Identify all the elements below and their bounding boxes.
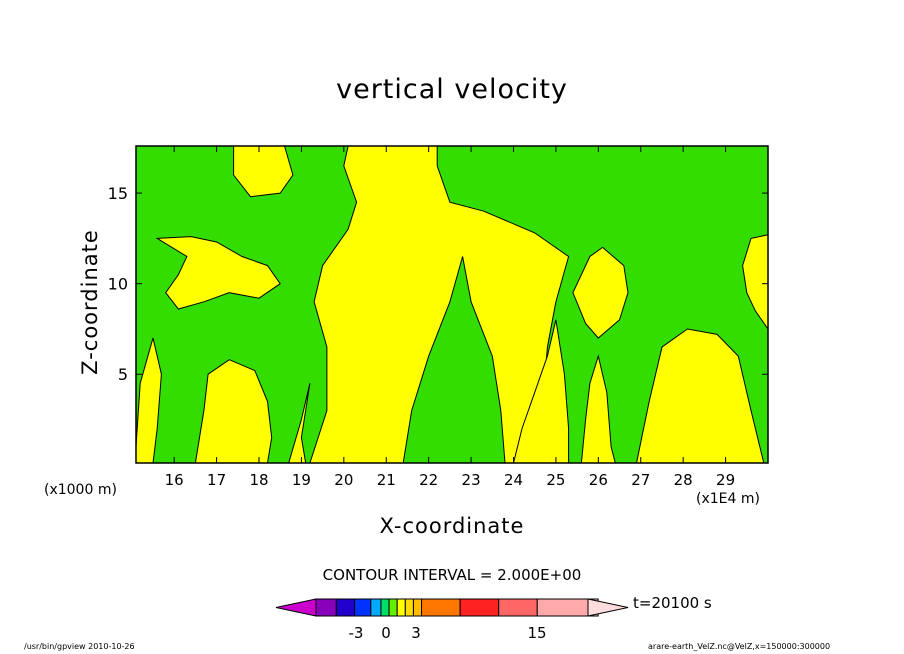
x-ticks: 16 17 18 19 20 21 22 23 24 25 26 27 28 29 (165, 146, 735, 489)
x-tick-label: 16 (165, 471, 184, 489)
colorbar-bin (404, 598, 414, 617)
chart-title: vertical velocity (336, 74, 568, 105)
colorbar-bin (459, 598, 500, 617)
x-tick-label: 20 (334, 471, 353, 489)
x-tick-label: 26 (589, 471, 608, 489)
colorbar-tick-label: 15 (527, 624, 546, 642)
colorbar-ticks: -3 0 3 15 (349, 624, 547, 642)
contour-region-positive (580, 354, 616, 464)
footer-left: /usr/bin/gpview 2010-10-26 (24, 642, 135, 651)
colorbar-bin (335, 598, 356, 617)
y-axis-label: Z-coordinate (78, 229, 102, 375)
colorbar (275, 598, 629, 617)
contour-region-positive (155, 236, 281, 310)
x-tick-label: 18 (249, 471, 268, 489)
contour-region-positive (309, 145, 570, 464)
y-tick-label: 15 (108, 184, 128, 203)
colorbar-bin (498, 598, 538, 617)
x-tick-label: 27 (631, 471, 650, 489)
colorbar-left-triangle (275, 598, 317, 617)
colorbar-bin (412, 598, 423, 617)
y-ticks: 5 10 15 (108, 184, 768, 384)
contour-region-positive (635, 328, 765, 464)
contour-region-positive (512, 319, 570, 464)
colorbar-bin (315, 598, 337, 617)
colorbar-bin (354, 598, 372, 617)
colorbar-bin (536, 598, 589, 617)
x-tick-label: 21 (377, 471, 396, 489)
x-tick-label: 17 (207, 471, 226, 489)
colorbar-bin (380, 598, 390, 617)
time-label: t=20100 s (633, 594, 712, 612)
colorbar-bin (370, 598, 382, 617)
x-axis-label: X-coordinate (379, 514, 525, 538)
colorbar-tick-label: -3 (349, 624, 364, 642)
x-unit-label: (x1000 m) (44, 482, 117, 498)
y-tick-label: 10 (108, 275, 128, 294)
colorbar-bin (388, 598, 398, 617)
contour-region-positive (572, 246, 629, 339)
footer-right: arare-earth_VelZ.nc@VelZ,x=150000:300000 (648, 642, 831, 651)
x-tick-label: 28 (674, 471, 693, 489)
contour-regions (135, 145, 769, 464)
x-tick-label: 29 (716, 471, 735, 489)
y-tick-label: 5 (118, 365, 128, 384)
colorbar-tick-label: 3 (411, 624, 421, 642)
contour-interval: CONTOUR INTERVAL = 2.000E+00 (322, 566, 582, 584)
x-tick-label: 22 (419, 471, 438, 489)
x-tick-label: 24 (504, 471, 523, 489)
x-tick-label: 25 (546, 471, 565, 489)
contour-region-positive (194, 359, 273, 464)
colorbar-right-triangle (587, 598, 629, 617)
x-tick-label: 19 (292, 471, 311, 489)
x-scale-label: (x1E4 m) (696, 491, 760, 507)
colorbar-bin (396, 598, 406, 617)
x-tick-label: 23 (462, 471, 481, 489)
colorbar-bin (421, 598, 461, 617)
colorbar-tick-label: 0 (381, 624, 391, 642)
plot-frame (135, 145, 769, 464)
